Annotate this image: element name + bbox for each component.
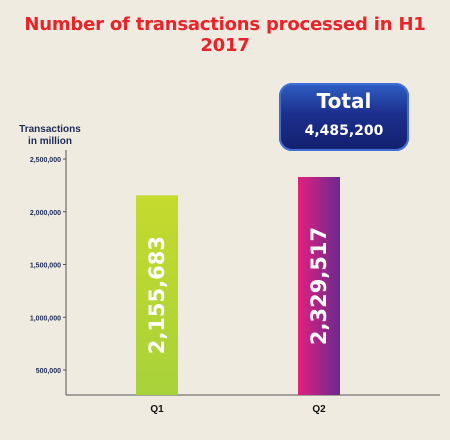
y-axis-label: Transactions in million xyxy=(19,124,81,147)
y-tick-label: 1,000,000 xyxy=(30,315,61,322)
total-label: Total xyxy=(316,89,372,113)
bar-value-label: 2,329,517 xyxy=(307,227,331,345)
bar-q2 xyxy=(298,176,340,395)
y-tick-label: 1,500,000 xyxy=(30,263,61,270)
x-tick-label: Q2 xyxy=(312,404,326,415)
y-tick-label: 2,500,000 xyxy=(30,157,61,164)
total-value: 4,485,200 xyxy=(304,123,384,139)
chart-title: Number of transactions processed in H1 2… xyxy=(24,14,426,56)
total-badge: Total 4,485,200 xyxy=(279,83,409,151)
x-tick-label: Q1 xyxy=(150,404,164,415)
y-tick-label: 2,000,000 xyxy=(30,210,61,217)
bar-value-label: 2,155,683 xyxy=(145,236,169,354)
y-tick-label: 500,000 xyxy=(36,368,61,375)
bar-q1 xyxy=(136,195,178,395)
